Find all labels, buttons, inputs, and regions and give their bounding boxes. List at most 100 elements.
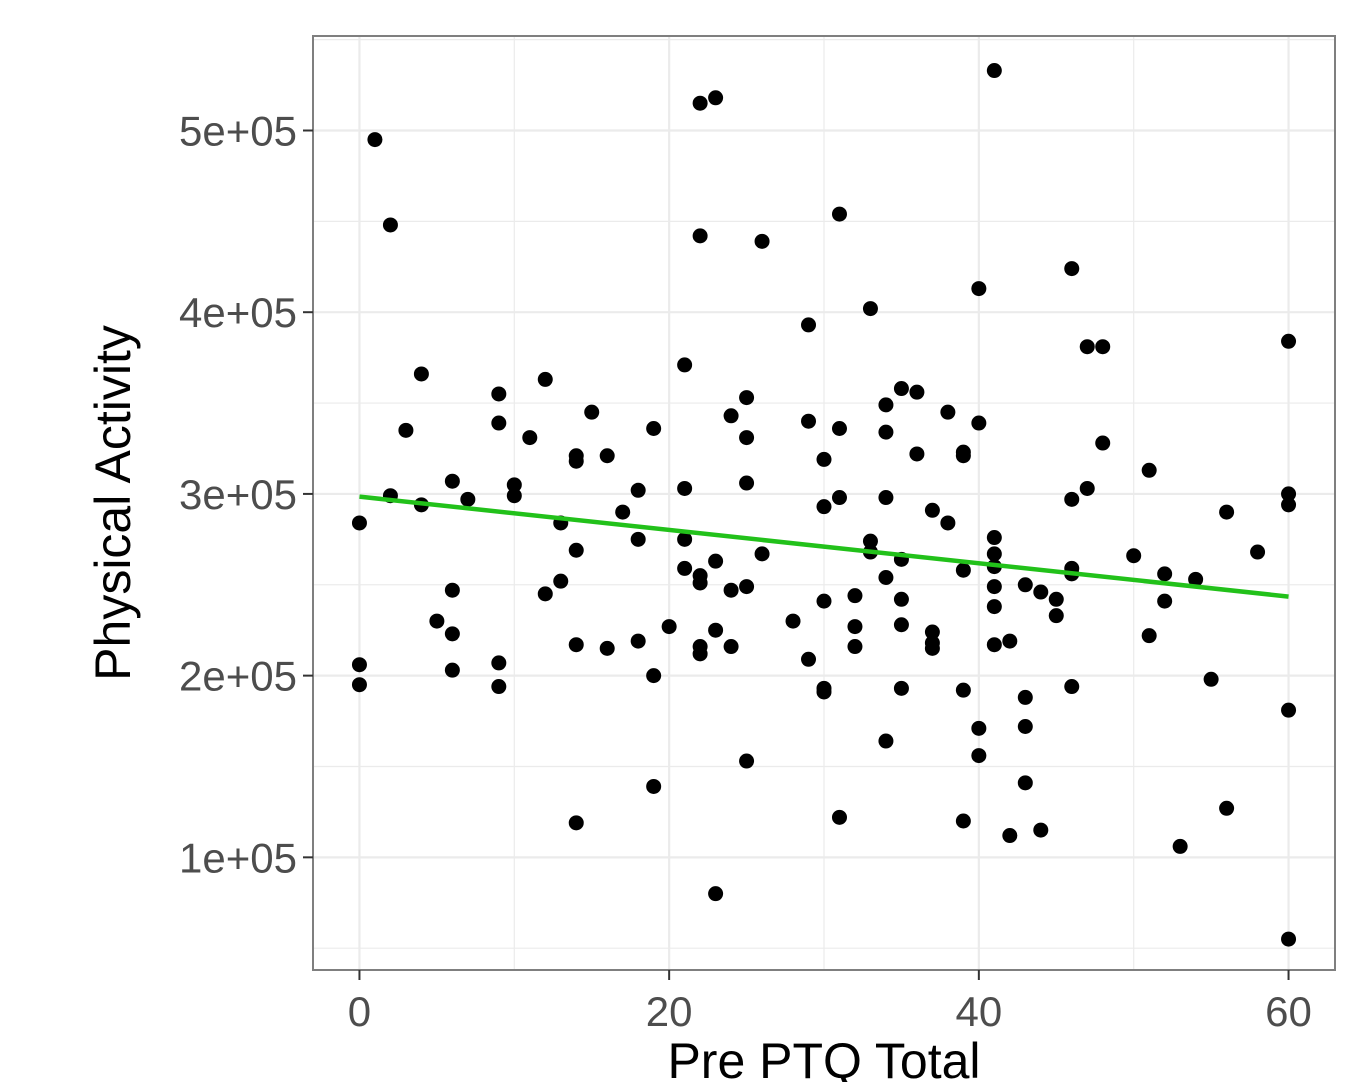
data-point	[986, 530, 1002, 546]
data-point	[739, 390, 755, 406]
data-point	[986, 63, 1002, 79]
data-point	[584, 404, 600, 420]
data-point	[677, 357, 693, 373]
data-point	[1017, 577, 1033, 593]
data-point	[971, 415, 987, 431]
data-point	[708, 90, 724, 106]
data-point	[646, 778, 662, 794]
data-point	[1048, 608, 1064, 624]
data-point	[986, 637, 1002, 653]
data-point	[1281, 333, 1297, 349]
data-point	[878, 397, 894, 413]
plot-panel	[312, 35, 1336, 971]
data-point	[847, 639, 863, 655]
data-point	[1017, 689, 1033, 705]
data-point	[754, 233, 770, 249]
data-point	[1064, 679, 1080, 695]
data-point	[893, 591, 909, 607]
data-point	[491, 679, 507, 695]
data-point	[801, 317, 817, 333]
data-point	[1079, 480, 1095, 496]
data-point	[971, 281, 987, 297]
data-point	[739, 475, 755, 491]
data-point	[862, 301, 878, 317]
data-point	[1141, 628, 1157, 644]
data-point	[1048, 591, 1064, 607]
x-tick-label: 0	[348, 988, 371, 1035]
data-point	[831, 206, 847, 222]
y-tick-label: 3e+05	[179, 471, 297, 518]
data-point	[599, 448, 615, 464]
data-point	[646, 420, 662, 436]
data-point	[630, 482, 646, 498]
data-point	[444, 473, 460, 489]
data-point	[568, 542, 584, 558]
data-point	[1002, 633, 1018, 649]
data-point	[1017, 719, 1033, 735]
data-point	[971, 720, 987, 736]
data-point	[785, 613, 801, 629]
data-point	[1281, 486, 1297, 502]
data-point	[677, 560, 693, 576]
data-point	[955, 813, 971, 829]
data-point	[723, 582, 739, 598]
data-point	[382, 217, 398, 233]
data-point	[878, 570, 894, 586]
data-point	[847, 619, 863, 635]
data-point	[1250, 544, 1266, 560]
data-point	[816, 499, 832, 515]
data-point	[878, 733, 894, 749]
data-point	[893, 680, 909, 696]
data-point	[1141, 462, 1157, 478]
data-point	[1219, 800, 1235, 816]
data-point	[1017, 775, 1033, 791]
data-point	[1188, 571, 1204, 587]
data-point	[630, 531, 646, 547]
data-point	[1064, 491, 1080, 507]
data-point	[816, 684, 832, 700]
data-point	[1281, 931, 1297, 947]
data-point	[708, 553, 724, 569]
data-point	[739, 753, 755, 769]
y-tick-label: 4e+05	[179, 289, 297, 336]
data-point	[955, 448, 971, 464]
data-point	[1033, 822, 1049, 838]
data-point	[398, 422, 414, 438]
data-point	[692, 575, 708, 591]
data-point	[971, 748, 987, 764]
y-axis: 1e+05 2e+05 3e+05 4e+05 5e+05	[179, 107, 313, 881]
trend-line	[359, 494, 1289, 599]
data-point	[924, 502, 940, 518]
data-point	[1002, 828, 1018, 844]
data-point	[568, 815, 584, 831]
data-point	[708, 886, 724, 902]
data-point	[924, 640, 940, 656]
data-point	[955, 682, 971, 698]
data-point	[444, 626, 460, 642]
data-point	[893, 381, 909, 397]
data-point	[862, 533, 878, 549]
data-point	[1281, 702, 1297, 718]
data-point	[754, 546, 770, 562]
data-point	[739, 579, 755, 595]
data-point	[816, 593, 832, 609]
data-point	[568, 637, 584, 653]
data-point	[831, 420, 847, 436]
data-point	[1219, 504, 1235, 520]
data-point	[1281, 497, 1297, 513]
data-point	[491, 386, 507, 402]
data-point	[940, 404, 956, 420]
data-point	[1126, 548, 1142, 564]
data-point	[351, 677, 367, 693]
data-point	[599, 640, 615, 656]
x-tick-label: 60	[1265, 988, 1312, 1035]
data-point	[831, 809, 847, 825]
data-point	[708, 622, 724, 638]
data-point	[491, 415, 507, 431]
data-point	[677, 531, 693, 547]
data-point	[1095, 435, 1111, 451]
y-axis-title: Physical Activity	[85, 325, 141, 681]
data-point	[460, 491, 476, 507]
y-tick-label: 1e+05	[179, 834, 297, 881]
